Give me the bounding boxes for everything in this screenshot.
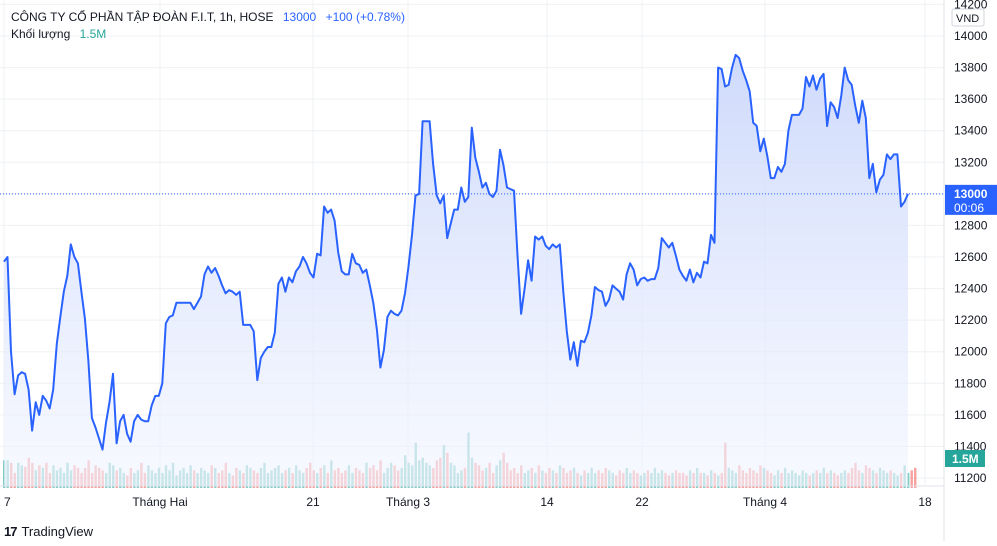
volume-bar (910, 470, 913, 488)
time-tick-label: Tháng 3 (386, 495, 430, 509)
volume-bar (907, 472, 910, 488)
tradingview-brand[interactable]: 17 TradingView (4, 524, 93, 539)
volume-badge (945, 450, 985, 467)
time-tick-label: Tháng 4 (743, 495, 787, 509)
price-tick-label: 12400 (954, 282, 988, 296)
currency-button[interactable] (951, 8, 985, 27)
price-tick-label: 13200 (954, 155, 988, 169)
volume-label[interactable]: Khối lượng (11, 27, 71, 41)
last-price-badge-value: 13000 (954, 187, 988, 201)
time-tick-label: Tháng Hai (132, 495, 187, 509)
last-price-badge (945, 184, 997, 215)
price-tick-label: 14200 (954, 0, 988, 11)
price-area (3, 53, 909, 487)
price-tick-label: 11600 (954, 408, 987, 422)
price-tick-label: 11200 (954, 471, 987, 485)
price-tick-label: 13400 (954, 124, 988, 138)
brand-name: TradingView (21, 524, 94, 539)
price-tick-label: 11800 (954, 376, 987, 390)
volume-value: 1.5M (79, 27, 107, 41)
price-tick-label: 12000 (954, 345, 988, 359)
countdown-value: 00:06 (954, 201, 984, 215)
time-tick-label: 7 (4, 495, 11, 509)
currency-label: VND (956, 13, 979, 25)
time-tick-label: 14 (540, 495, 554, 509)
chart-legend: CÔNG TY CỔ PHẦN TẬP ĐOÀN F.I.T, 1h, HOSE… (11, 9, 405, 43)
price-change: +100 (+0.78%) (325, 10, 405, 24)
volume-badge-value: 1.5M (952, 452, 979, 466)
last-price: 13000 (282, 10, 317, 24)
price-tick-label: 14000 (954, 29, 988, 43)
volume-bar (914, 467, 917, 488)
time-tick-label: 21 (306, 495, 320, 509)
price-tick-label: 12200 (954, 313, 988, 327)
price-tick-label: 13600 (954, 92, 988, 106)
tradingview-logo-icon: 17 (4, 524, 18, 539)
time-axis[interactable]: 7 Tháng Hai 21 Tháng 3 14 22 Tháng 4 18 (0, 485, 944, 509)
price-tick-label: 12600 (954, 250, 988, 264)
price-area-fill (4, 54, 908, 487)
symbol-title[interactable]: CÔNG TY CỔ PHẦN TẬP ĐOÀN F.I.T, 1h, HOSE (11, 10, 274, 24)
price-tick-label: 12800 (954, 218, 988, 232)
time-tick-label: 22 (635, 495, 649, 509)
price-line (3, 53, 909, 451)
price-tick-label: 13800 (954, 61, 988, 75)
time-tick-label: 18 (918, 495, 932, 509)
price-tick-label: 11400 (954, 439, 987, 453)
